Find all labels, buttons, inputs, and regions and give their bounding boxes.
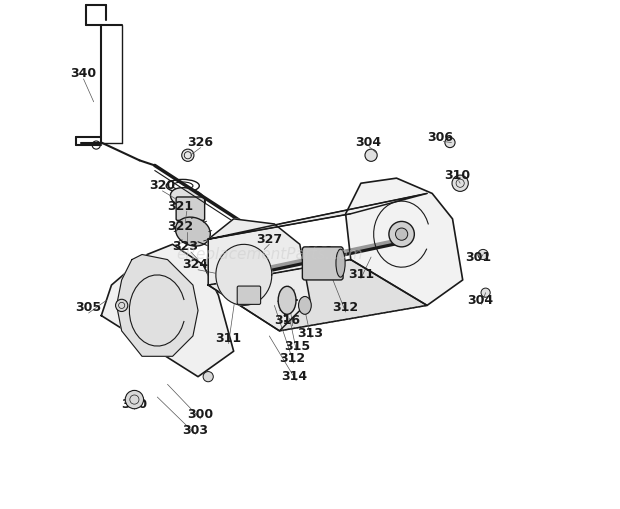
Polygon shape [216, 244, 272, 305]
Text: 314: 314 [281, 370, 308, 383]
Text: 310: 310 [445, 169, 471, 182]
Text: 320: 320 [149, 179, 175, 192]
Text: 321: 321 [167, 200, 193, 213]
Circle shape [365, 149, 377, 161]
Text: 316: 316 [274, 314, 300, 327]
FancyBboxPatch shape [237, 286, 260, 304]
Text: 324: 324 [182, 258, 208, 271]
FancyBboxPatch shape [303, 247, 343, 280]
Text: 304: 304 [355, 136, 381, 149]
Text: 312: 312 [332, 301, 359, 315]
Ellipse shape [299, 296, 311, 314]
Ellipse shape [170, 188, 205, 209]
Circle shape [389, 221, 414, 247]
Ellipse shape [244, 237, 275, 277]
Ellipse shape [278, 286, 296, 315]
Polygon shape [208, 219, 310, 331]
Text: 323: 323 [172, 240, 198, 253]
Text: 303: 303 [182, 423, 208, 437]
Polygon shape [208, 260, 427, 331]
Circle shape [445, 137, 455, 148]
Ellipse shape [175, 217, 210, 246]
Ellipse shape [336, 249, 345, 277]
Text: 305: 305 [76, 301, 102, 315]
Circle shape [182, 149, 194, 161]
Polygon shape [345, 178, 463, 305]
Text: 301: 301 [465, 250, 491, 264]
Text: 306: 306 [427, 131, 453, 144]
Polygon shape [208, 193, 427, 239]
Circle shape [452, 175, 468, 191]
Circle shape [115, 299, 128, 312]
Text: 311: 311 [216, 332, 242, 345]
Text: eReplacementParts.com: eReplacementParts.com [176, 247, 363, 262]
Text: 304: 304 [467, 294, 494, 307]
Text: 315: 315 [284, 340, 311, 353]
Circle shape [125, 390, 144, 409]
Circle shape [478, 249, 488, 260]
Polygon shape [101, 244, 234, 377]
Text: 300: 300 [187, 408, 214, 421]
FancyBboxPatch shape [176, 197, 205, 220]
Text: 330: 330 [307, 245, 333, 259]
Text: 312: 312 [279, 352, 305, 365]
Text: 313: 313 [297, 327, 323, 340]
Polygon shape [117, 254, 198, 356]
Text: 340: 340 [71, 67, 97, 80]
Text: 311: 311 [348, 268, 374, 281]
Text: 327: 327 [256, 233, 282, 246]
Text: 322: 322 [167, 220, 193, 233]
Circle shape [203, 372, 213, 382]
Circle shape [481, 288, 490, 297]
Text: 310: 310 [122, 398, 148, 411]
Circle shape [396, 228, 408, 240]
Text: 326: 326 [188, 136, 213, 149]
